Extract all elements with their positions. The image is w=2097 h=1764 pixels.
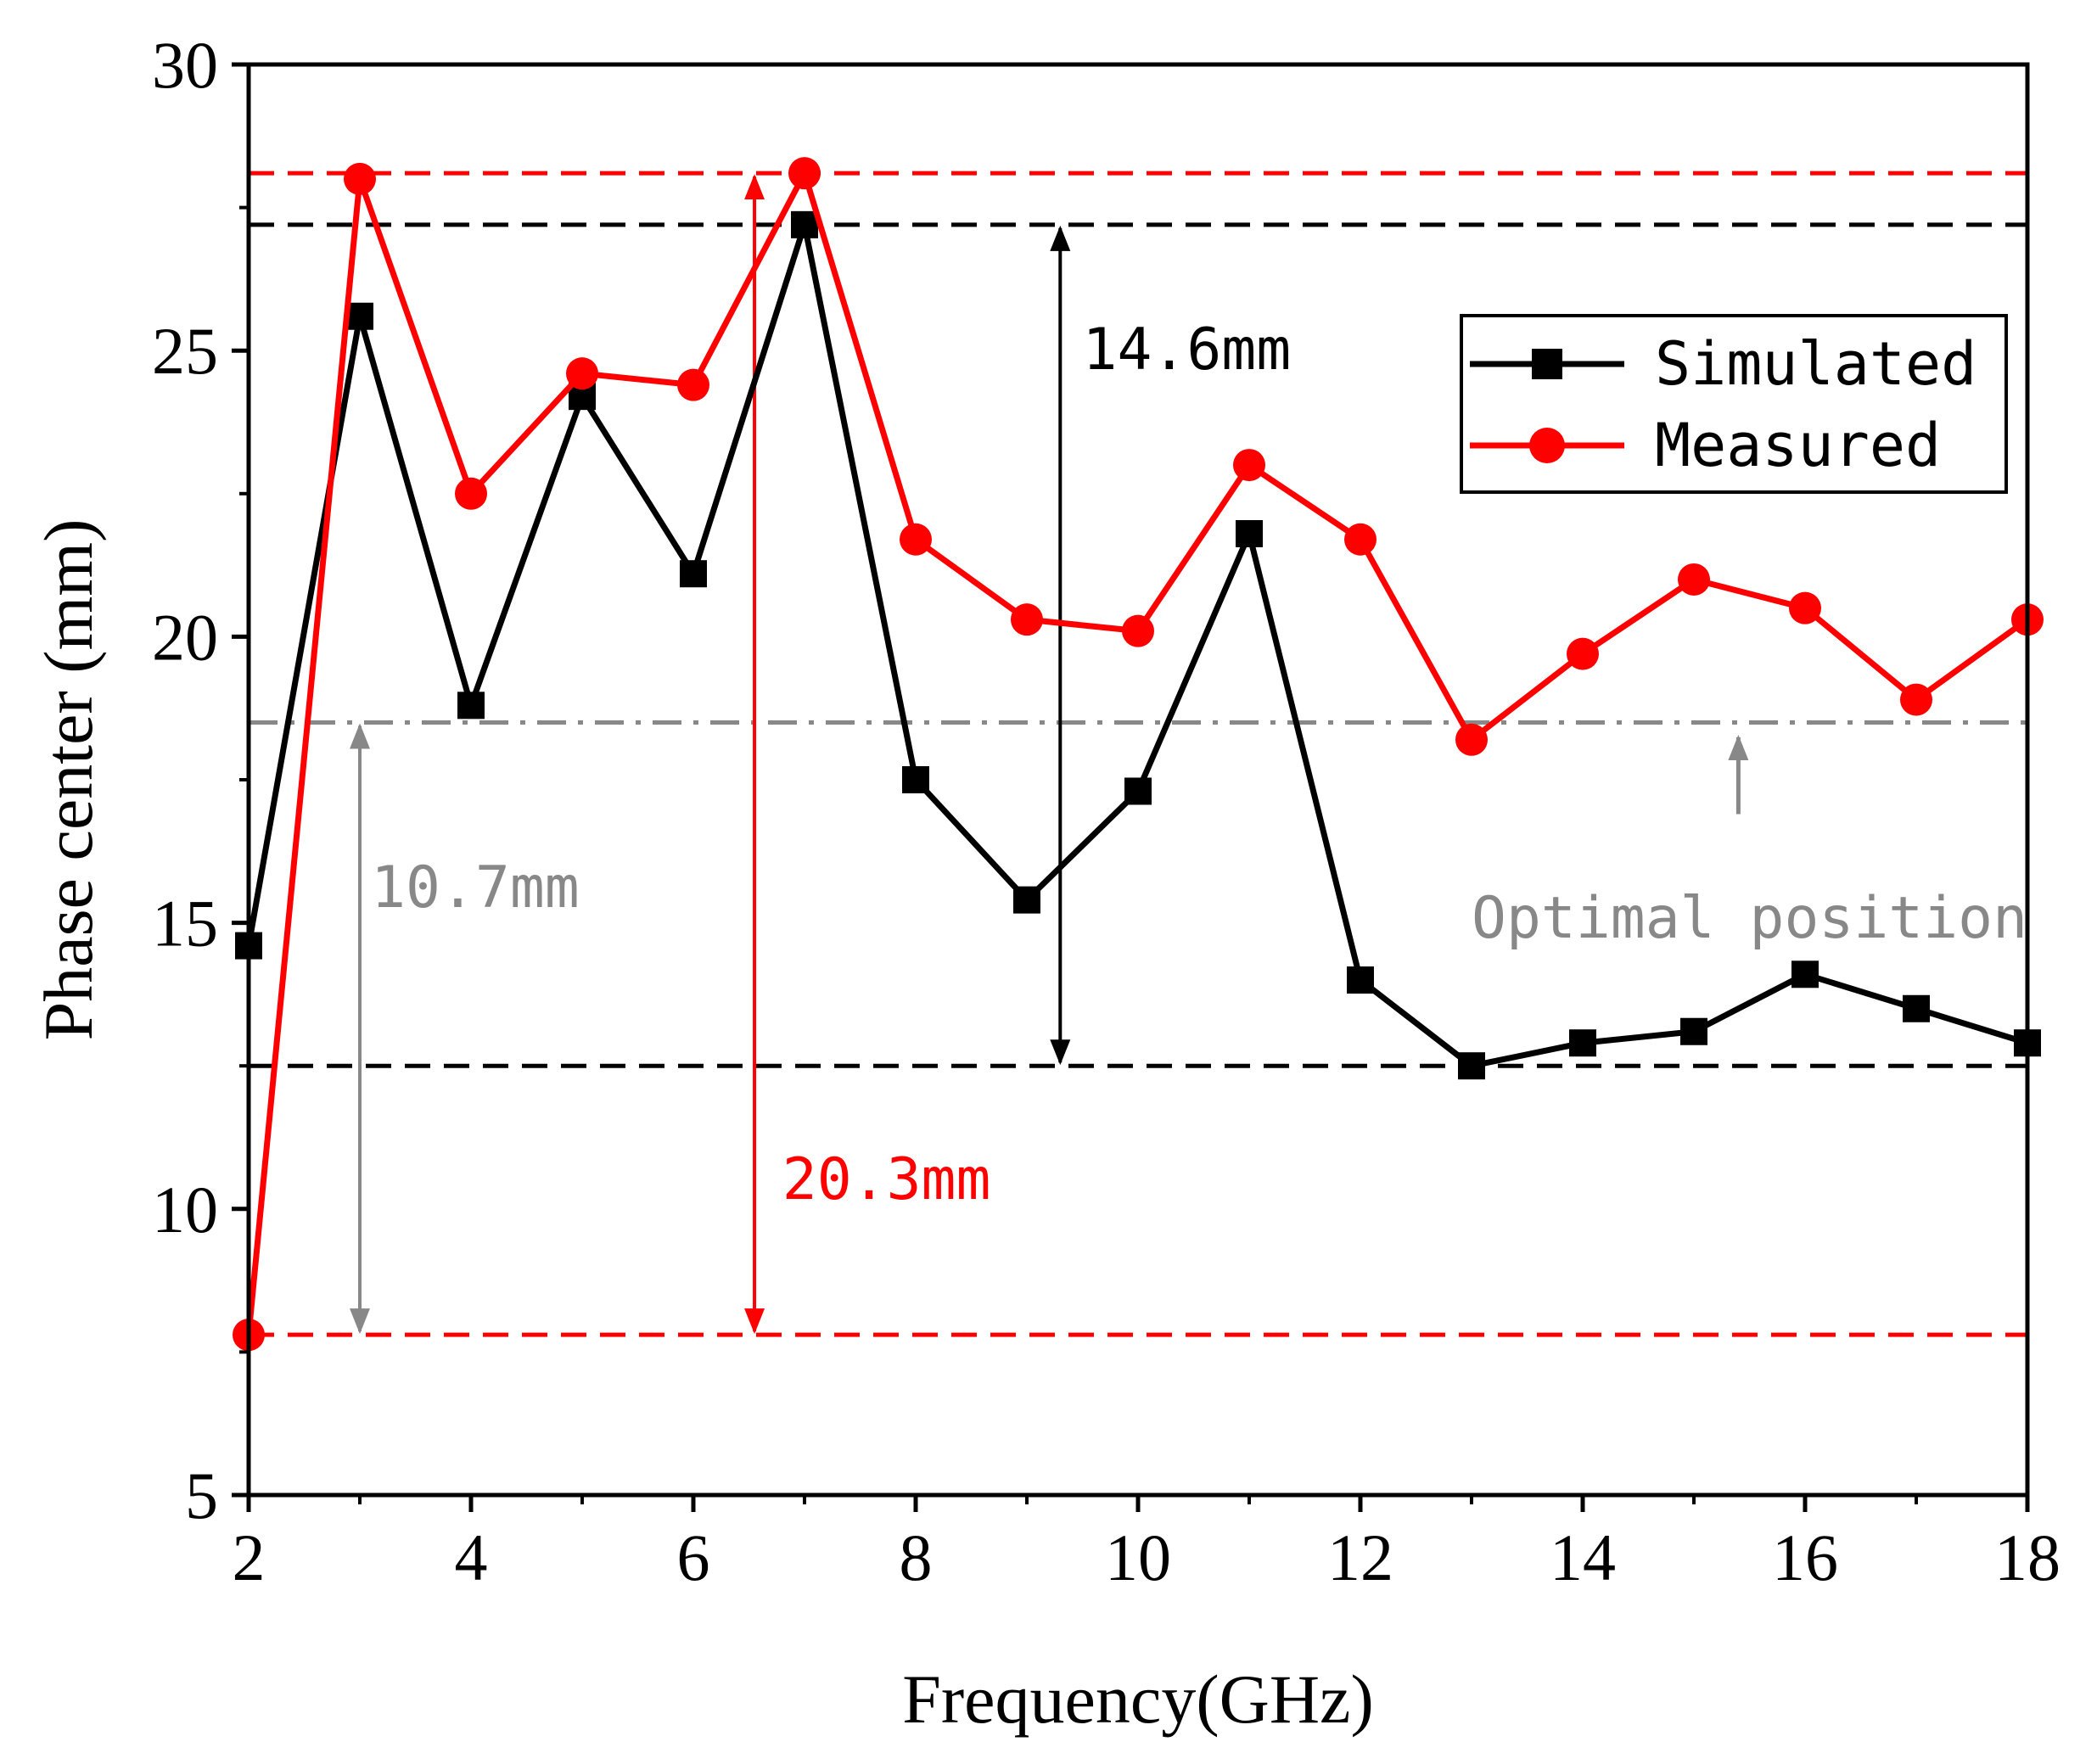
- reference-lines: [249, 171, 2027, 1337]
- series-measured-point: [1233, 449, 1265, 482]
- y-tick-label: 25: [152, 314, 218, 388]
- series-measured-point: [1122, 614, 1154, 647]
- x-tick-label: 6: [677, 1520, 710, 1594]
- range-arrows: 14.6mm 10.7mm 20.3mm: [350, 174, 1292, 1335]
- series-measured-point: [788, 157, 821, 190]
- annotations: Optimal position: [1472, 735, 2027, 952]
- x-axis-label: Frequency(GHz): [902, 1660, 1374, 1738]
- series-simulated-point: [1903, 994, 1930, 1022]
- series-measured-point: [455, 477, 487, 510]
- simulated-range-arrow-label: 14.6mm: [1083, 316, 1292, 384]
- optimal-position-label: Optimal position: [1472, 885, 2027, 952]
- legend-simulated-marker: [1532, 349, 1562, 379]
- legend-measured-label: Measured: [1655, 411, 1941, 480]
- y-tick-label: 30: [152, 28, 218, 102]
- x-tick-label: 2: [233, 1520, 266, 1594]
- x-tick-label: 4: [455, 1520, 488, 1594]
- y-tick-label: 20: [152, 600, 218, 674]
- legend-measured-marker: [1529, 428, 1565, 463]
- x-tick-label: 12: [1327, 1520, 1393, 1594]
- series-measured-point: [566, 357, 598, 390]
- series-measured-point: [1900, 683, 1932, 716]
- legend-box: [1460, 314, 2008, 494]
- series-measured-point: [1344, 523, 1377, 556]
- series-simulated-point: [1791, 960, 1819, 988]
- optimal-range-arrow-label: 10.7mm: [371, 854, 580, 921]
- x-tick-label: 16: [1772, 1520, 1838, 1594]
- series-simulated-point: [902, 766, 929, 793]
- axes: 2 4 6 8 10 12 14 16 18 5 10 15 20 25 30 Frequency(GHz) P…: [30, 28, 2061, 1738]
- x-tick-label: 10: [1105, 1520, 1171, 1594]
- measured-range-arrow-label: 20.3mm: [782, 1146, 991, 1213]
- series-measured-point: [900, 523, 932, 556]
- series-simulated-point: [1124, 777, 1152, 805]
- series-layer: [233, 157, 2044, 1352]
- series-measured-point: [1011, 603, 1043, 636]
- series-measured-point: [677, 368, 709, 401]
- y-tick-label: 5: [185, 1459, 218, 1532]
- series-simulated-point: [1458, 1052, 1485, 1080]
- series-simulated-point: [1236, 520, 1263, 548]
- legend-simulated-label: Simulated: [1655, 329, 1976, 399]
- series-measured-point: [1789, 591, 1821, 624]
- series-measured-point: [344, 162, 376, 195]
- series-measured-point: [1567, 637, 1599, 670]
- series-simulated-point: [1680, 1017, 1707, 1045]
- y-tick-label: 15: [152, 887, 218, 960]
- x-tick-label: 8: [900, 1520, 933, 1594]
- x-tick-label: 18: [1994, 1520, 2061, 1594]
- series-simulated-point: [1013, 886, 1040, 914]
- series-simulated-point: [680, 560, 707, 588]
- y-axis-label: Phase center (mm): [30, 519, 107, 1041]
- series-measured-point: [1455, 723, 1488, 756]
- series-simulated-point: [457, 692, 485, 720]
- series-simulated-point: [791, 210, 818, 238]
- series-simulated-point: [1347, 966, 1374, 994]
- x-tick-label: 14: [1550, 1520, 1616, 1594]
- series-measured-point: [1678, 563, 1710, 596]
- y-tick-label: 10: [152, 1173, 218, 1246]
- series-simulated-point: [1569, 1029, 1596, 1057]
- legend: Simulated Measured: [1460, 314, 2008, 494]
- series-simulated-point: [346, 302, 373, 330]
